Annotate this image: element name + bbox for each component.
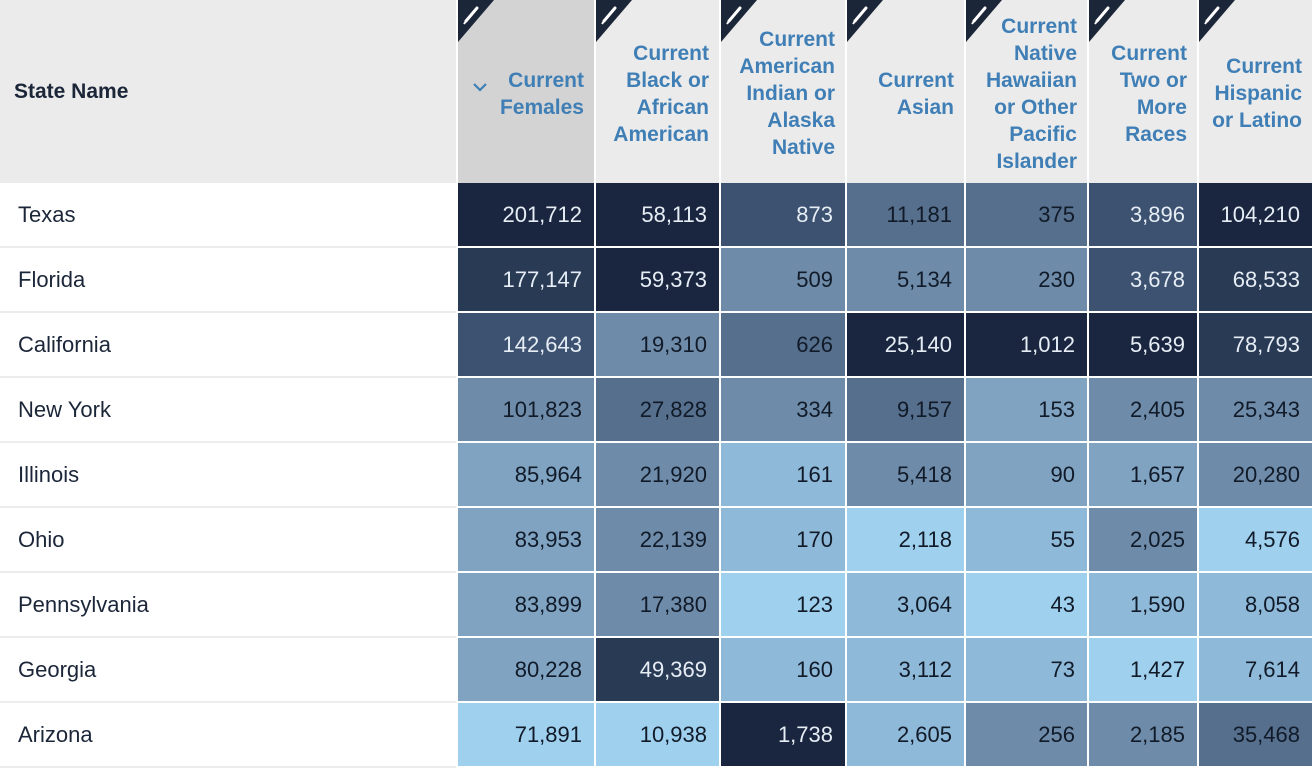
heatmap-cell[interactable]: 2,605 [845,703,964,768]
row-state-name[interactable]: Florida [0,248,456,313]
heatmap-cell[interactable]: 9,157 [845,378,964,443]
heatmap-cell[interactable]: 201,712 [456,183,594,248]
row-state-name[interactable]: New York [0,378,456,443]
column-header-current-black-or-african-american[interactable]: Current Black or African American [594,0,719,183]
heatmap-cell[interactable]: 25,343 [1197,378,1312,443]
heatmap-cell[interactable]: 3,896 [1087,183,1197,248]
column-edit-pencil-icon[interactable] [1089,0,1125,42]
heatmap-cell[interactable]: 873 [719,183,845,248]
column-header-label: Current Asian [878,69,954,119]
heatmap-cell[interactable]: 104,210 [1197,183,1312,248]
column-header-label: Current Females [499,69,584,119]
column-header-current-two-or-more-races[interactable]: Current Two or More Races [1087,0,1197,183]
heatmap-cell[interactable]: 1,738 [719,703,845,768]
heatmap-cell[interactable]: 230 [964,248,1087,313]
column-header-label: Current Native Hawaiian or Other Pacific… [985,15,1077,173]
state-name-header-label: State Name [14,79,129,103]
heatmap-cell[interactable]: 22,139 [594,508,719,573]
heatmap-cell[interactable]: 3,678 [1087,248,1197,313]
heatmap-cell[interactable]: 1,012 [964,313,1087,378]
heatmap-cell[interactable]: 59,373 [594,248,719,313]
column-header-label: Current Hispanic or Latino [1212,55,1302,132]
row-state-name[interactable]: Arizona [0,703,456,768]
heatmap-cell[interactable]: 4,576 [1197,508,1312,573]
heatmap-cell[interactable]: 21,920 [594,443,719,508]
heatmap-cell[interactable]: 509 [719,248,845,313]
heatmap-cell[interactable]: 68,533 [1197,248,1312,313]
heatmap-cell[interactable]: 55 [964,508,1087,573]
heatmap-cell[interactable]: 10,938 [594,703,719,768]
heatmap-cell[interactable]: 153 [964,378,1087,443]
heatmap-cell[interactable]: 626 [719,313,845,378]
row-state-name[interactable]: Pennsylvania [0,573,456,638]
heatmap-cell[interactable]: 19,310 [594,313,719,378]
heatmap-cell[interactable]: 11,181 [845,183,964,248]
column-header-current-hispanic-or-latino[interactable]: Current Hispanic or Latino [1197,0,1312,183]
column-edit-pencil-icon[interactable] [847,0,883,42]
heatmap-cell[interactable]: 5,418 [845,443,964,508]
heatmap-cell[interactable]: 80,228 [456,638,594,703]
column-edit-pencil-icon[interactable] [966,0,1002,42]
heatmap-cell[interactable]: 90 [964,443,1087,508]
heatmap-cell[interactable]: 2,185 [1087,703,1197,768]
heatmap-cell[interactable]: 78,793 [1197,313,1312,378]
heatmap-cell[interactable]: 83,899 [456,573,594,638]
heatmap-cell[interactable]: 123 [719,573,845,638]
heatmap-cell[interactable]: 142,643 [456,313,594,378]
heatmap-cell[interactable]: 3,112 [845,638,964,703]
heatmap-cell[interactable]: 25,140 [845,313,964,378]
heatmap-cell[interactable]: 8,058 [1197,573,1312,638]
heatmap-cell[interactable]: 161 [719,443,845,508]
heatmap-cell[interactable]: 58,113 [594,183,719,248]
heatmap-cell[interactable]: 7,614 [1197,638,1312,703]
heatmap-cell[interactable]: 17,380 [594,573,719,638]
heatmap-cell[interactable]: 85,964 [456,443,594,508]
row-state-name[interactable]: Georgia [0,638,456,703]
heatmap-cell[interactable]: 5,639 [1087,313,1197,378]
heatmap-cell[interactable]: 1,657 [1087,443,1197,508]
column-edit-pencil-icon[interactable] [721,0,757,42]
heatmap-cell[interactable]: 375 [964,183,1087,248]
column-header-current-native-hawaiian-or-other-pacific-islander[interactable]: Current Native Hawaiian or Other Pacific… [964,0,1087,183]
column-header-current-asian[interactable]: Current Asian [845,0,964,183]
row-state-name[interactable]: California [0,313,456,378]
heatmap-cell[interactable]: 73 [964,638,1087,703]
column-edit-pencil-icon[interactable] [1199,0,1235,42]
heatmap-cell[interactable]: 5,134 [845,248,964,313]
column-header-current-american-indian-or-alaska-native[interactable]: Current American Indian or Alaska Native [719,0,845,183]
heatmap-cell[interactable]: 256 [964,703,1087,768]
heatmap-cell[interactable]: 43 [964,573,1087,638]
heatmap-cell[interactable]: 49,369 [594,638,719,703]
column-header-label: Current Black or African American [613,42,709,146]
row-state-name[interactable]: Texas [0,183,456,248]
heatmap-cell[interactable]: 27,828 [594,378,719,443]
heatmap-cell[interactable]: 101,823 [456,378,594,443]
heatmap-cell[interactable]: 71,891 [456,703,594,768]
heatmap-cell[interactable]: 2,118 [845,508,964,573]
heatmap-cell[interactable]: 2,405 [1087,378,1197,443]
heatmap-cell[interactable]: 160 [719,638,845,703]
heatmap-cell[interactable]: 20,280 [1197,443,1312,508]
column-header-label: Current American Indian or Alaska Native [739,28,835,159]
heatmap-cell[interactable]: 2,025 [1087,508,1197,573]
row-state-name[interactable]: Illinois [0,443,456,508]
state-name-header[interactable]: State Name [0,0,456,183]
column-header-label: Current Two or More Races [1111,42,1187,146]
heatmap-cell[interactable]: 1,427 [1087,638,1197,703]
sort-descending-chevron-icon[interactable] [470,77,490,97]
heatmap-cell[interactable]: 83,953 [456,508,594,573]
column-header-current-females[interactable]: Current Females [456,0,594,183]
row-state-name[interactable]: Ohio [0,508,456,573]
heatmap-cell[interactable]: 1,590 [1087,573,1197,638]
heatmap-cell[interactable]: 177,147 [456,248,594,313]
heatmap-cell[interactable]: 334 [719,378,845,443]
column-edit-pencil-icon[interactable] [458,0,494,42]
heatmap-cell[interactable]: 35,468 [1197,703,1312,768]
column-edit-pencil-icon[interactable] [596,0,632,42]
heatmap-cell[interactable]: 170 [719,508,845,573]
heatmap-cell[interactable]: 3,064 [845,573,964,638]
